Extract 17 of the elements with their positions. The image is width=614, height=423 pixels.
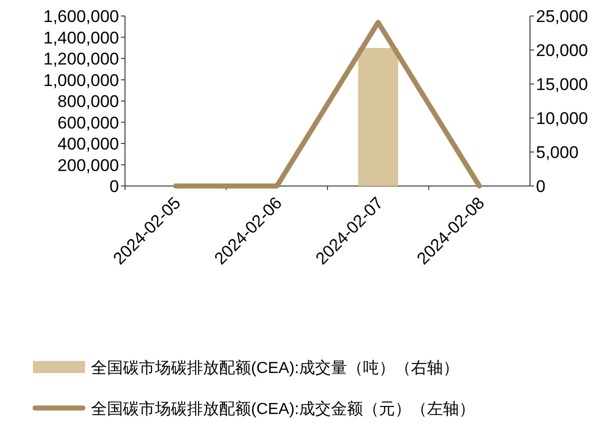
- y-tick-label: 1,200,000: [43, 50, 119, 68]
- y2-tick-label: 10,000: [536, 109, 588, 128]
- y2-tick-label: 0: [536, 177, 546, 196]
- y-tick-label: 1,400,000: [43, 28, 119, 48]
- y2-tick-label: 25,000: [536, 7, 588, 26]
- y-tick-label: 1,000,000: [43, 70, 119, 90]
- y-tick-label: 400,000: [58, 134, 119, 154]
- y-tick-label: 1,600,000: [43, 7, 119, 26]
- y-tick-label: 200,000: [58, 156, 119, 175]
- y2-tick-label: 5,000: [536, 143, 579, 162]
- y-tick-label: 800,000: [58, 92, 119, 111]
- legend-label: 全国碳市场碳排放配额(CEA):成交量（吨）（右轴）: [91, 359, 459, 377]
- legend-label: 全国碳市场碳排放配额(CEA):成交金额（元）（左轴）: [91, 400, 475, 418]
- y2-tick-label: 15,000: [536, 75, 588, 94]
- y2-tick-label: 20,000: [536, 41, 588, 60]
- y-tick-label: 600,000: [58, 113, 119, 132]
- y-tick-label: 0: [110, 177, 119, 196]
